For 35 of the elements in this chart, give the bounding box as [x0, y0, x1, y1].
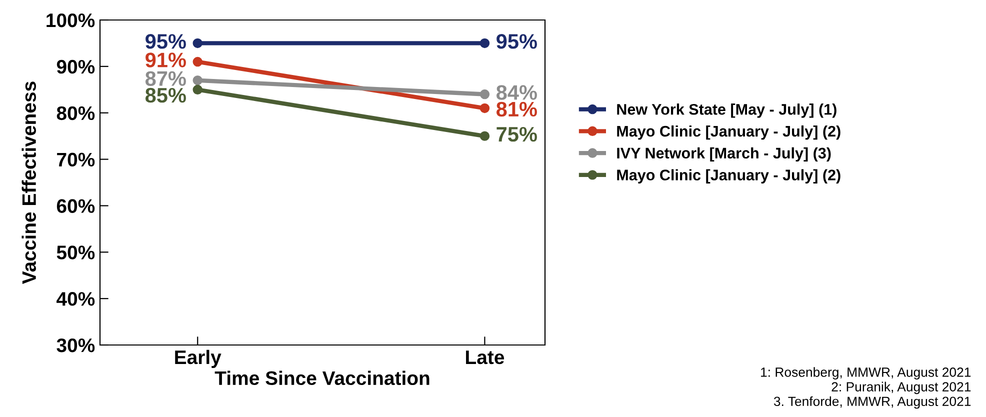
- data-label: 95%: [496, 34, 537, 49]
- x-axis-title: Time Since Vaccination: [214, 370, 430, 386]
- y-tick-label: 50%: [56, 246, 95, 260]
- point: [192, 75, 202, 86]
- point: [192, 84, 202, 95]
- point: [192, 38, 202, 48]
- data-label: 95%: [146, 34, 186, 49]
- data-label: 84%: [496, 85, 537, 100]
- data-label: 75%: [496, 126, 537, 142]
- y-tick-label: 60%: [56, 199, 95, 213]
- y-axis-title: Vaccine Effectiveness: [22, 82, 36, 284]
- point: [480, 89, 490, 100]
- legend-label: Mayo Clinic [January - July] (2): [617, 169, 840, 184]
- y-tick-label: 40%: [56, 292, 95, 306]
- point: [480, 38, 490, 48]
- text: 1: Rosenberg, MMWR, August 2021: [761, 367, 971, 380]
- y-tick-label: 80%: [56, 106, 95, 120]
- y-tick-label: 100%: [46, 13, 95, 28]
- data-label: 81%: [496, 102, 537, 117]
- point: [480, 103, 490, 114]
- text: 2: Puranik, August 2021: [832, 382, 971, 394]
- x-tick-label: Early: [175, 350, 222, 368]
- text: 3. Tenforde, MMWR, August 2021: [774, 396, 971, 409]
- y-tick-label: 70%: [57, 152, 95, 167]
- y-tick-label: 90%: [56, 60, 95, 74]
- legend-label: IVY Network [March - July] (3): [617, 147, 831, 162]
- legend-label: Mayo Clinic [January - July] (2): [617, 125, 840, 140]
- data-label: 87%: [145, 71, 186, 86]
- y-tick-label: 30%: [56, 338, 95, 352]
- legend-label: New York State [May - July] (1): [617, 104, 836, 118]
- point: [192, 56, 202, 67]
- x-tick-label: Late: [466, 350, 504, 364]
- point: [480, 131, 490, 141]
- data-label: 85%: [145, 88, 186, 103]
- data-label: 91%: [146, 52, 186, 68]
